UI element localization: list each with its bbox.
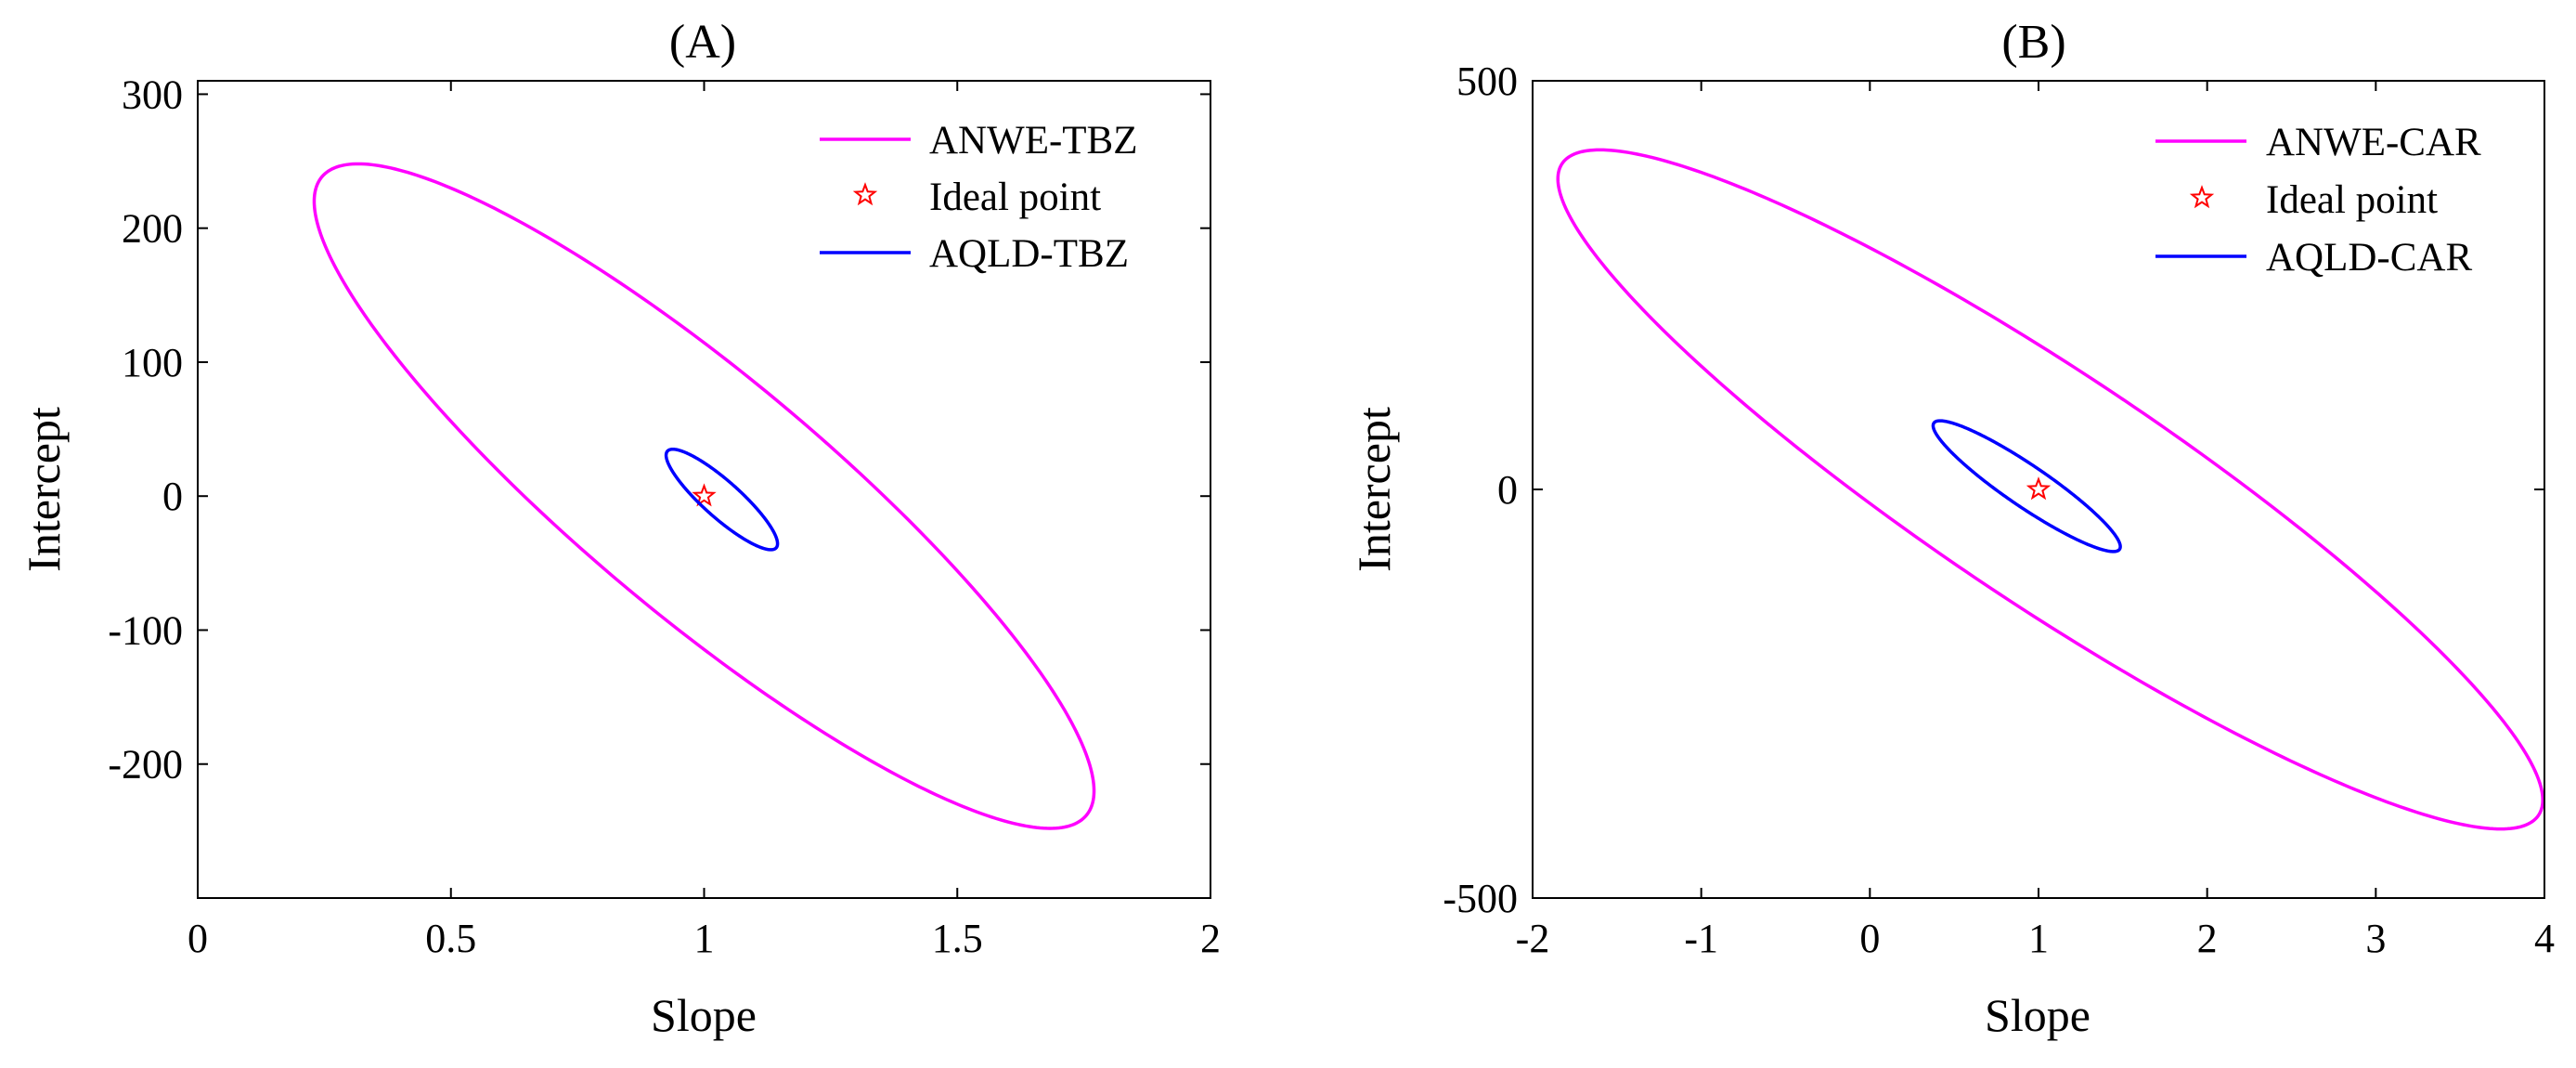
panel-a-y-tick-label: 200 (122, 206, 183, 252)
panel-a-title: (A) (669, 16, 736, 69)
panel-a-series-aqld-tbz (664, 447, 780, 552)
panel-b-x-axis-label: Slope (1985, 989, 2091, 1041)
panel-b: (B) -2 -1 0 1 2 3 4 -500 0 500 Slope Intercept AN… (1348, 16, 2555, 1041)
panel-a-legend: ANWE-TBZ Ideal point AQLD-TBZ (820, 119, 1138, 276)
panel-b-x-tick-label: 4 (2534, 916, 2555, 961)
legend-label-aqld-tbz: AQLD-TBZ (929, 232, 1129, 276)
panel-a-y-tick-label: 100 (122, 340, 183, 385)
panel-b-y-tick-label: 500 (1456, 59, 1518, 104)
panel-b-series-anwe-car (1556, 148, 2544, 831)
panel-b-x-tick-label: -2 (1516, 916, 1550, 961)
panel-a-plot-area (312, 162, 1096, 830)
panel-b-legend: ANWE-CAR Ideal point AQLD-CAR (2155, 121, 2481, 280)
panel-a-ideal-point-marker (692, 483, 717, 507)
legend-label-aqld-car: AQLD-CAR (2266, 236, 2472, 280)
panel-b-x-tick-label: 0 (1859, 916, 1880, 961)
legend-marker-ideal-point (2189, 185, 2215, 209)
panel-b-x-tick-label: 1 (2028, 916, 2049, 961)
panel-b-x-tick-label: 3 (2365, 916, 2386, 961)
panel-a-x-tick-label: 0.5 (425, 916, 476, 961)
panel-a-x-tick-label: 0 (188, 916, 208, 961)
panel-a-x-tick-label: 2 (1200, 916, 1221, 961)
panel-a-ticks: 0 0.5 1 1.5 2 -200 -100 0 100 200 300 (108, 72, 1221, 961)
panel-a-x-axis-label: Slope (651, 989, 757, 1041)
panel-b-series-aqld-car (1931, 419, 2122, 554)
panel-a: (A) 0 0.5 1 1.5 2 -200 -100 0 100 200 300 Slope In… (18, 16, 1221, 1041)
legend-label-anwe-tbz: ANWE-TBZ (929, 119, 1138, 163)
panel-a-x-tick-label: 1.5 (932, 916, 983, 961)
panel-a-x-tick-label: 1 (694, 916, 715, 961)
panel-a-y-tick-label: 300 (122, 72, 183, 117)
legend-label-ideal-point: Ideal point (929, 176, 1101, 219)
legend-label-anwe-car: ANWE-CAR (2266, 121, 2481, 164)
panel-b-y-axis-label: Intercept (1348, 407, 1400, 572)
panel-b-x-tick-label: -1 (1684, 916, 1718, 961)
panel-b-ideal-point-marker (2026, 476, 2052, 501)
panel-b-plot-area (1556, 148, 2544, 831)
legend-label-ideal-point: Ideal point (2266, 178, 2438, 222)
panel-a-series-anwe-tbz (312, 162, 1096, 830)
legend-marker-ideal-point (852, 182, 878, 206)
panel-b-x-tick-label: 2 (2197, 916, 2218, 961)
panel-b-ticks: -2 -1 0 1 2 3 4 -500 0 500 (1443, 59, 2555, 961)
panel-b-y-tick-label: 0 (1497, 467, 1518, 513)
panel-a-y-tick-label: -100 (108, 607, 183, 653)
panel-b-y-tick-label: -500 (1443, 876, 1518, 921)
panel-a-y-tick-label: -200 (108, 742, 183, 788)
panel-a-y-tick-label: 0 (162, 474, 183, 519)
panel-a-y-axis-label: Intercept (18, 407, 70, 572)
panel-b-title: (B) (2001, 16, 2065, 69)
